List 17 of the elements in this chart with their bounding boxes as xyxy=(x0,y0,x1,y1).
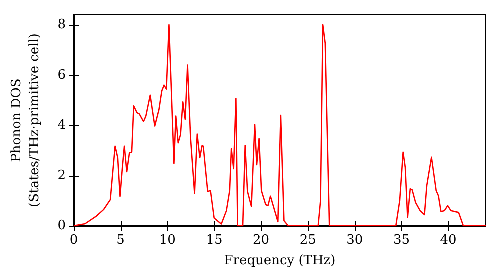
y-tick-label: 4 xyxy=(58,118,66,134)
x-tick-label: 40 xyxy=(440,233,457,248)
x-axis-title: Frequency (THz) xyxy=(224,253,336,268)
y-axis-title: Phonon DOS (States/THz·primitive cell) xyxy=(10,33,42,208)
y-tick-label: 6 xyxy=(58,68,66,83)
x-tick-label: 10 xyxy=(159,233,176,248)
x-tick-label: 35 xyxy=(393,233,410,248)
x-tick-label: 25 xyxy=(300,233,316,248)
x-tick-label: 20 xyxy=(253,233,270,248)
y-tick-label: 8 xyxy=(58,18,66,33)
line-series xyxy=(73,24,487,227)
x-tick-label: 5 xyxy=(116,233,125,248)
x-tick-label: 0 xyxy=(70,233,78,248)
y-tick-label: 2 xyxy=(58,168,66,184)
y-tick-label: 0 xyxy=(58,218,66,234)
x-tick-label: 30 xyxy=(346,233,364,248)
x-tick-label: 15 xyxy=(206,233,223,248)
